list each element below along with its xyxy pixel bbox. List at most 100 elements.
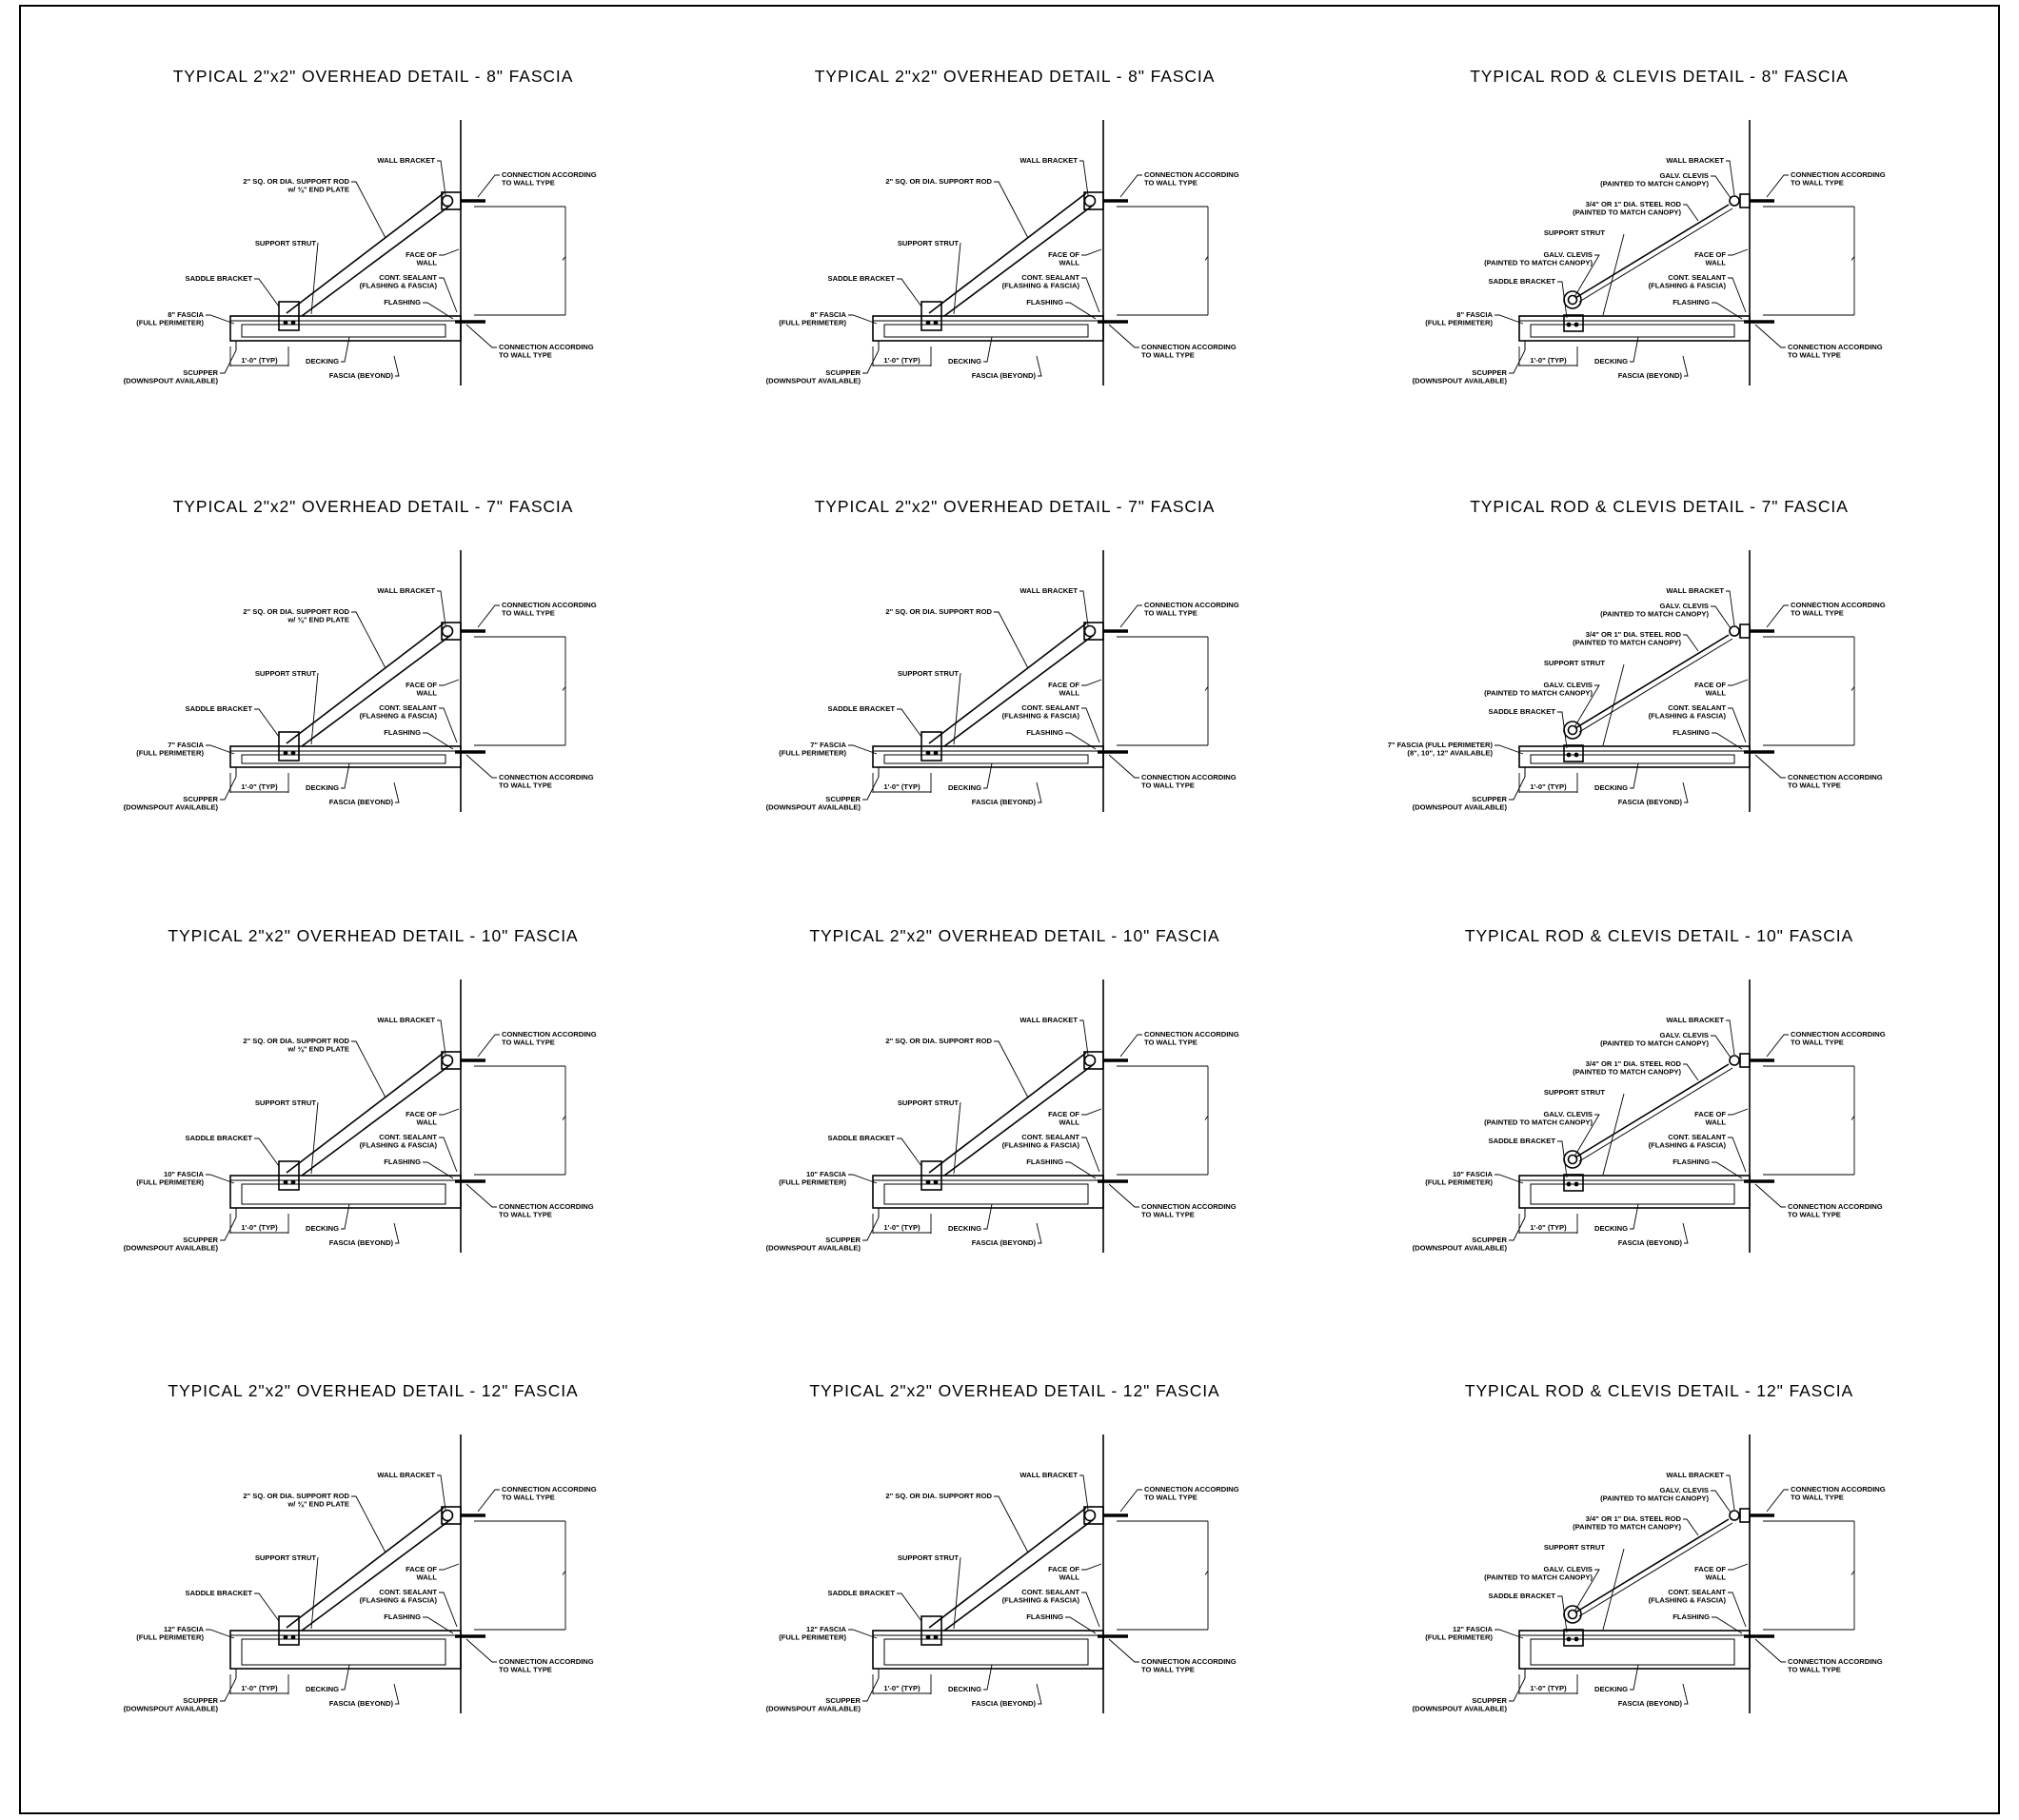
saddle-bracket-label: SADDLE BRACKET <box>1489 707 1556 716</box>
flashing-label: FLASHING <box>384 1612 421 1621</box>
support-rod-leader <box>994 181 1029 239</box>
fascia-label-line2: (FULL PERIMETER) <box>1425 319 1493 327</box>
detail-title: TYPICAL ROD & CLEVIS DETAIL - 12" FASCIA <box>1465 1381 1853 1400</box>
connection-bottom-label-line2: TO WALL TYPE <box>499 1211 552 1219</box>
flashing-leader <box>1712 1161 1743 1179</box>
detail-title: TYPICAL ROD & CLEVIS DETAIL - 7" FASCIA <box>1470 497 1849 516</box>
steel-rod-label-line2: (PAINTED TO MATCH CANOPY) <box>1573 208 1681 217</box>
fascia-label: 10" FASCIA <box>164 1170 205 1178</box>
face-of-wall-label-line2: WALL <box>1059 1118 1079 1127</box>
saddle-bracket <box>920 1615 942 1646</box>
detail-overhead2-3: TYPICAL 2"x2" OVERHEAD DETAIL - 10" FASC… <box>766 926 1239 1253</box>
saddle-bracket <box>278 731 300 762</box>
support-strut-leader <box>1602 1093 1625 1176</box>
connection-top-leader <box>1119 1034 1142 1058</box>
scupper-label-line2: (DOWNSPOUT AVAILABLE) <box>124 1244 219 1253</box>
decking-label: DECKING <box>1594 783 1628 792</box>
wall-bracket <box>441 191 462 210</box>
connection-bottom-leader <box>1108 324 1139 348</box>
decking-panel <box>241 1183 446 1205</box>
detail-clevis-3: TYPICAL ROD & CLEVIS DETAIL - 10" FASCIA… <box>1413 926 1886 1253</box>
wall-bracket <box>1083 622 1104 641</box>
scupper-label: SCUPPER <box>825 1696 861 1705</box>
connection-bottom-label-line2: TO WALL TYPE <box>1141 1666 1195 1674</box>
fascia-beyond-label: FASCIA (BEYOND) <box>1618 798 1683 806</box>
support-rod-label-line2: w/ ⅜" END PLATE <box>287 616 349 624</box>
fascia-label-line2: (FULL PERIMETER) <box>136 1178 204 1187</box>
bolt <box>925 1179 931 1185</box>
face-of-wall-leader <box>1081 1108 1102 1116</box>
fascia-beyond-leader <box>1682 1222 1689 1244</box>
connection-top-leader <box>1119 604 1142 628</box>
bolt <box>290 1179 296 1185</box>
connection-bottom-label-line2: TO WALL TYPE <box>1141 781 1195 790</box>
fascia-box <box>1518 315 1751 342</box>
flashing-leader <box>423 1161 454 1179</box>
wall-bracket-leader <box>1079 590 1089 626</box>
decking-panel <box>241 1638 446 1666</box>
wall-bracket-label: WALL BRACKET <box>1019 586 1078 595</box>
cont-sealant-label-line2: (FLASHING & FASCIA) <box>1649 1141 1727 1150</box>
connection-bottom-label-line2: TO WALL TYPE <box>1788 351 1841 360</box>
wall-bracket-pin <box>441 194 454 208</box>
steel-rod-edge <box>1578 1522 1733 1617</box>
support-strut-label: SUPPORT STRUT <box>255 669 316 678</box>
connection-bottom-label: CONNECTION ACCORDING <box>499 773 594 781</box>
steel-rod-edge <box>1578 208 1733 303</box>
connection-bottom-label-line2: TO WALL TYPE <box>1788 1666 1841 1674</box>
cont-sealant-leader <box>1081 277 1100 313</box>
connection-bottom-label-line2: TO WALL TYPE <box>1788 1211 1841 1219</box>
connection-top-label: CONNECTION ACCORDING <box>502 1485 597 1494</box>
bolt <box>290 750 296 756</box>
fascia-label: 8" FASCIA <box>1456 310 1493 319</box>
fascia-label-line2: (FULL PERIMETER) <box>779 319 846 327</box>
wall-bracket <box>1739 1508 1751 1523</box>
wall-bracket-leader <box>437 1474 446 1511</box>
face-of-wall-leader <box>439 248 460 256</box>
galv-clevis-bottom-label-line2: (PAINTED TO MATCH CANOPY) <box>1484 1118 1593 1127</box>
cont-sealant-label-line2: (FLASHING & FASCIA) <box>1649 282 1727 290</box>
wall-bracket-leader <box>437 1019 446 1056</box>
cont-sealant-leader <box>1728 277 1747 313</box>
fascia-label: 10" FASCIA <box>1453 1170 1494 1178</box>
saddle-bracket <box>1563 1629 1584 1647</box>
fascia-label: 12" FASCIA <box>1453 1625 1494 1633</box>
saddle-bracket-leader <box>254 1592 280 1622</box>
support-rod <box>928 1507 1087 1629</box>
face-of-wall-label: FACE OF <box>406 681 437 689</box>
support-strut-label: SUPPORT STRUT <box>898 1098 959 1107</box>
detail-clevis-4: TYPICAL ROD & CLEVIS DETAIL - 12" FASCIA… <box>1413 1381 1886 1713</box>
connection-bottom-label: CONNECTION ACCORDING <box>1788 1657 1883 1666</box>
connection-top-label-line2: TO WALL TYPE <box>502 1494 555 1502</box>
wall-bracket <box>441 1051 462 1070</box>
connection-top-label: CONNECTION ACCORDING <box>1791 1030 1886 1039</box>
saddle-bracket <box>278 1615 300 1646</box>
saddle-bracket-leader <box>1557 281 1568 319</box>
galv-clevis-bottom <box>1563 721 1582 740</box>
bolt <box>933 750 939 756</box>
scupper-leader <box>1509 776 1526 801</box>
face-of-wall-label-line2: WALL <box>1059 1573 1079 1582</box>
galv-clevis-bottom-label: GALV. CLEVIS <box>1544 681 1593 689</box>
connection-bottom-leader <box>465 754 497 779</box>
fascia-label-line2: (FULL PERIMETER) <box>779 749 846 758</box>
connection-bottom-leader <box>465 1183 497 1208</box>
typ-dimension: 1'-0" (TYP) <box>883 782 920 791</box>
flashing-leader <box>1065 302 1097 320</box>
connection-top-label-line2: TO WALL TYPE <box>1791 609 1844 618</box>
connection-top-label-line2: TO WALL TYPE <box>502 179 555 188</box>
connection-top-label-line2: TO WALL TYPE <box>1144 1494 1198 1502</box>
detail-overhead2-4: TYPICAL 2"x2" OVERHEAD DETAIL - 12" FASC… <box>766 1381 1239 1713</box>
saddle-bracket <box>278 301 300 331</box>
fascia-box <box>229 1630 462 1670</box>
scupper-label-line2: (DOWNSPOUT AVAILABLE) <box>124 803 219 812</box>
flashing-label: FLASHING <box>384 1157 421 1166</box>
dim-tick <box>562 1116 566 1120</box>
cont-sealant-label: CONT. SEALANT <box>1021 1588 1079 1596</box>
face-of-wall-leader <box>439 1108 460 1116</box>
steel-rod-edge <box>1578 1067 1733 1162</box>
flashing-label: FLASHING <box>1673 1157 1710 1166</box>
typ-dimension: 1'-0" (TYP) <box>241 782 278 791</box>
support-strut-leader <box>953 672 961 745</box>
saddle-bracket <box>1563 314 1584 332</box>
